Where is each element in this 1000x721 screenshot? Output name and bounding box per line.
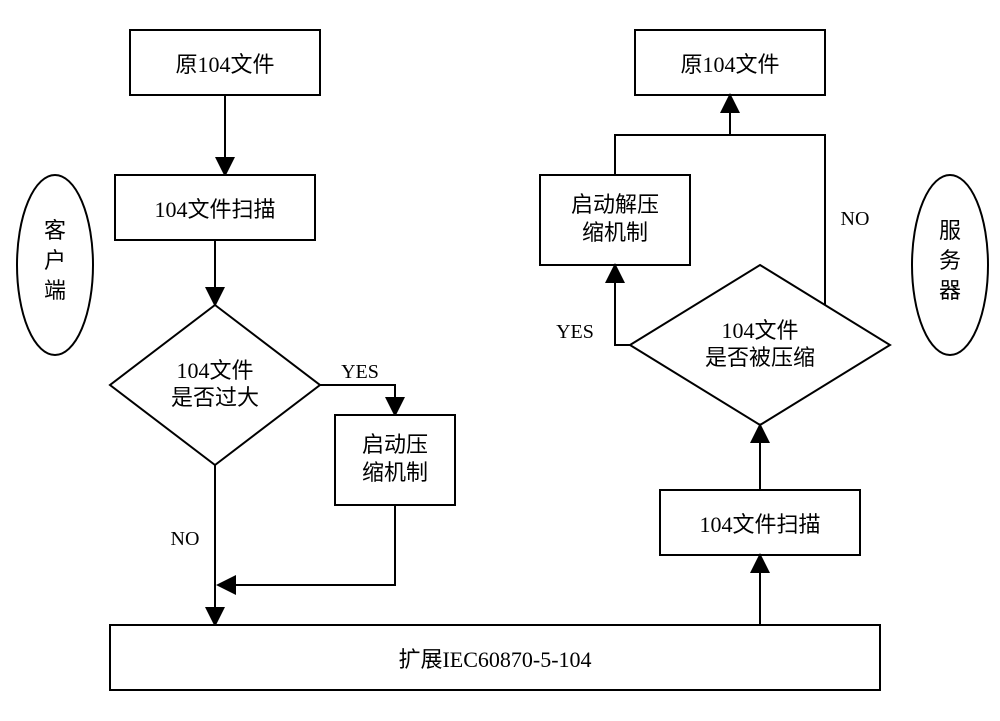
- left-top-label: 原104文件: [175, 52, 274, 77]
- right-decompress-line1b: 启动解压: [571, 192, 659, 217]
- edge-left-yes: [320, 385, 395, 415]
- right-top-label-2: 原104文件: [680, 52, 779, 77]
- left-scan-label: 104文件扫描: [154, 197, 275, 222]
- right-diamond-line1b: 104文件: [721, 318, 798, 343]
- left-yes-label: YES: [341, 361, 379, 383]
- left-no-label: NO: [171, 528, 200, 550]
- right-yes-label-2: YES: [556, 321, 594, 343]
- left-diamond-line2: 是否过大: [171, 385, 259, 410]
- right-decompress-line2b: 缩机制: [582, 220, 648, 245]
- client-label-2: 户: [44, 248, 66, 273]
- server-label-2b: 务: [939, 248, 961, 273]
- left-compress-line2: 缩机制: [362, 460, 428, 485]
- client-label-1: 客: [44, 218, 66, 243]
- edge-left-compress-merge: [218, 505, 395, 585]
- client-label-3: 端: [44, 278, 66, 303]
- left-compress-line1: 启动压: [362, 432, 428, 457]
- server-label-1b: 服: [939, 218, 961, 243]
- right-scan-label: 104文件扫描: [699, 512, 820, 537]
- bottom-bar-label: 扩展IEC60870-5-104: [398, 647, 591, 672]
- server-label-3b: 器: [939, 278, 961, 303]
- right-no-label: NO: [841, 208, 870, 230]
- right-diamond-line2b: 是否被压缩: [705, 345, 815, 370]
- left-diamond-line1: 104文件: [176, 358, 253, 383]
